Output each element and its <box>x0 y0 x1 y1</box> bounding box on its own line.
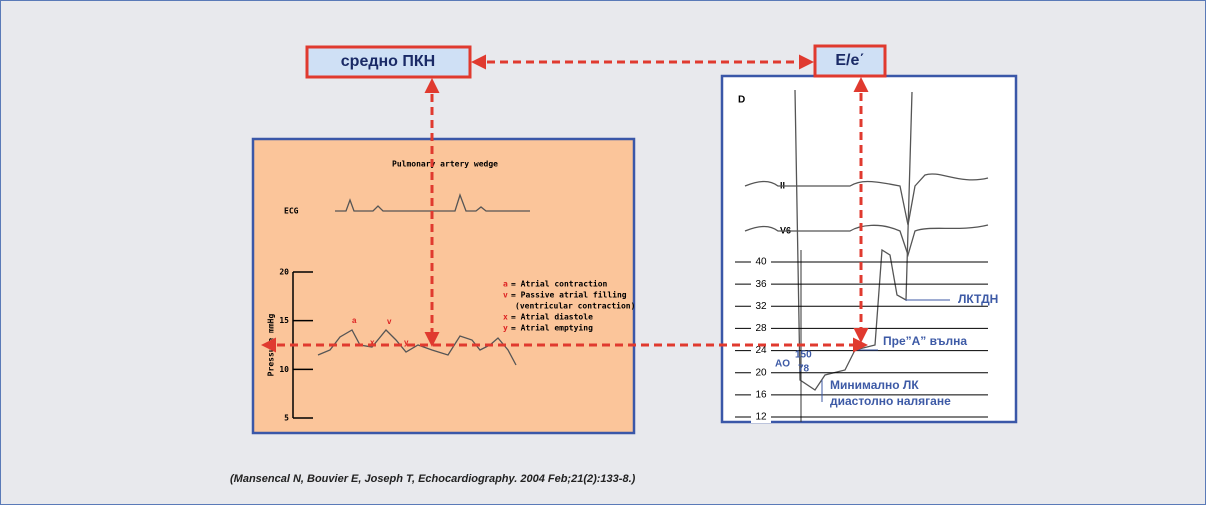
citation: (Mansencal N, Bouvier E, Joseph T, Echoc… <box>230 473 636 485</box>
legend-text: = Passive atrial filling <box>511 290 627 300</box>
tick-label: 28 <box>755 323 767 334</box>
legend-text: = Atrial diastole <box>511 312 593 322</box>
tick-label: 24 <box>755 345 767 356</box>
legend-key: v <box>503 291 508 300</box>
panel-label: D <box>738 95 745 106</box>
box-label: средно ПКН <box>341 53 435 70</box>
tick-label: 20 <box>755 367 767 378</box>
annotation: Минимално ЛК <box>830 378 919 392</box>
tick-label: 40 <box>755 257 767 268</box>
box-label: E/e΄ <box>835 52 864 69</box>
legend-key: x <box>503 313 508 322</box>
tick-label: 5 <box>284 414 289 423</box>
legend-text: (ventricular contraction) <box>515 301 635 311</box>
legend-text: = Atrial contraction <box>511 279 608 289</box>
tick-label: 36 <box>755 279 767 290</box>
annotation: Пре”А” вълна <box>883 334 967 348</box>
tick-label: 32 <box>755 301 767 312</box>
legend-key: y <box>503 324 508 333</box>
ecg-label: ECG <box>284 207 299 216</box>
tick-label: 20 <box>279 268 289 277</box>
annotation: ЛКТДН <box>958 292 998 306</box>
ao-value: 78 <box>798 364 810 375</box>
annotation: диастолно налягане <box>830 394 951 408</box>
tick-label: 12 <box>755 412 767 423</box>
wave-label: a <box>352 316 357 325</box>
ao-label: AO <box>775 359 790 370</box>
panel-title: Pulmonary artery wedge <box>392 160 498 169</box>
ao-value: 150 <box>795 350 812 361</box>
tick-label: 10 <box>279 365 289 374</box>
slide: Pulmonary artery wedge ECG Pressure mmHg… <box>0 0 1206 505</box>
tick-label: 16 <box>755 389 767 400</box>
tick-label: 15 <box>279 316 289 325</box>
wave-label: v <box>387 317 392 326</box>
legend-key: a <box>503 280 508 289</box>
legend-text: = Atrial emptying <box>511 323 593 333</box>
